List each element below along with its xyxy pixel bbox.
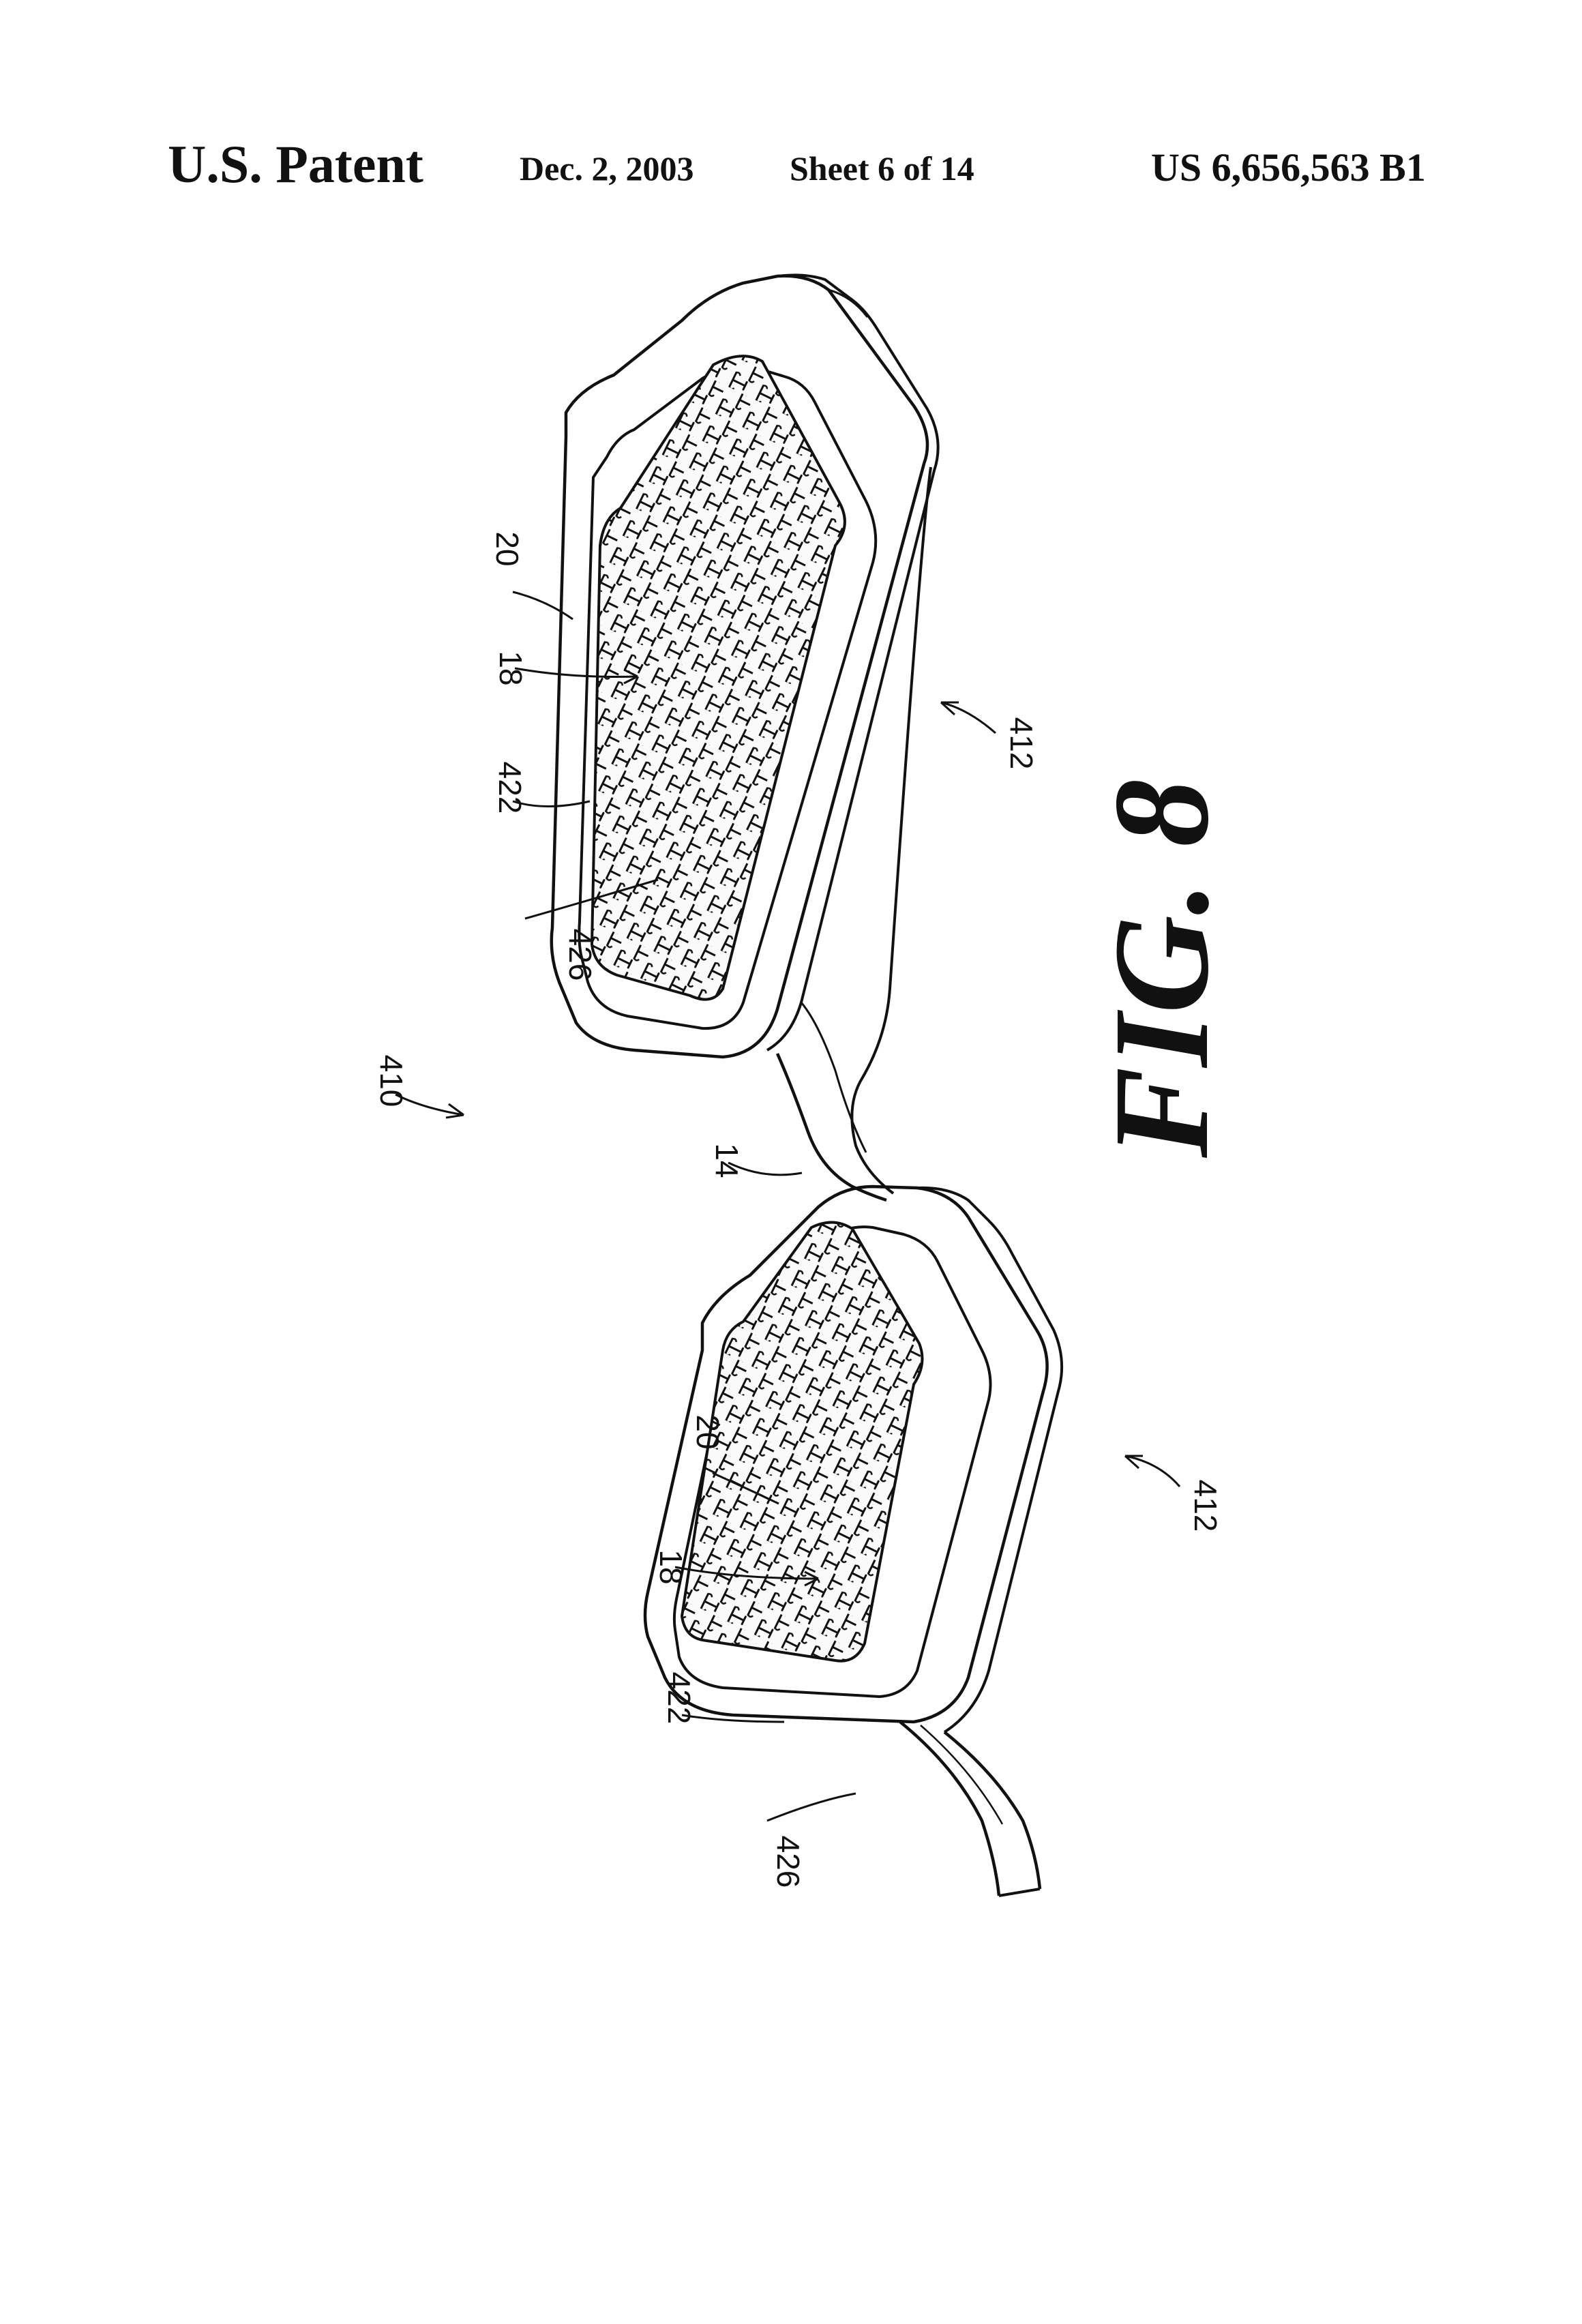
label-lower-412: 412 [1188,1480,1223,1532]
figure-caption: FIG. 8 [1086,779,1237,1159]
figure-drawing: 410 14 20 18 422 426 412 20 18 422 426 4… [0,232,1582,2324]
label-lower-20: 20 [690,1414,726,1449]
label-upper-20: 20 [490,531,525,566]
page-header: U.S. Patent Dec. 2, 2003 Sheet 6 of 14 U… [0,0,1582,232]
label-lower-422: 422 [661,1672,697,1725]
sheet-number: Sheet 6 of 14 [790,149,974,188]
label-upper-426: 426 [563,929,598,981]
strap-end [900,1722,1040,1896]
patent-label: U.S. Patent [168,134,423,195]
lower-lens-cup [645,1187,1062,1732]
patent-number: US 6,656,563 B1 [1151,145,1426,190]
patent-figure: 410 14 20 18 422 426 412 20 18 422 426 4… [0,232,1582,2324]
label-14: 14 [709,1143,745,1178]
label-upper-412: 412 [1004,717,1039,770]
patent-date: Dec. 2, 2003 [520,149,694,188]
label-410: 410 [374,1055,409,1107]
upper-lens-cup [552,275,938,1057]
label-lower-426: 426 [771,1836,806,1888]
label-upper-422: 422 [492,762,528,814]
label-lower-18: 18 [653,1549,689,1584]
label-upper-18: 18 [493,651,528,685]
reference-numerals: 410 14 20 18 422 426 412 20 18 422 426 4… [374,531,1223,1888]
